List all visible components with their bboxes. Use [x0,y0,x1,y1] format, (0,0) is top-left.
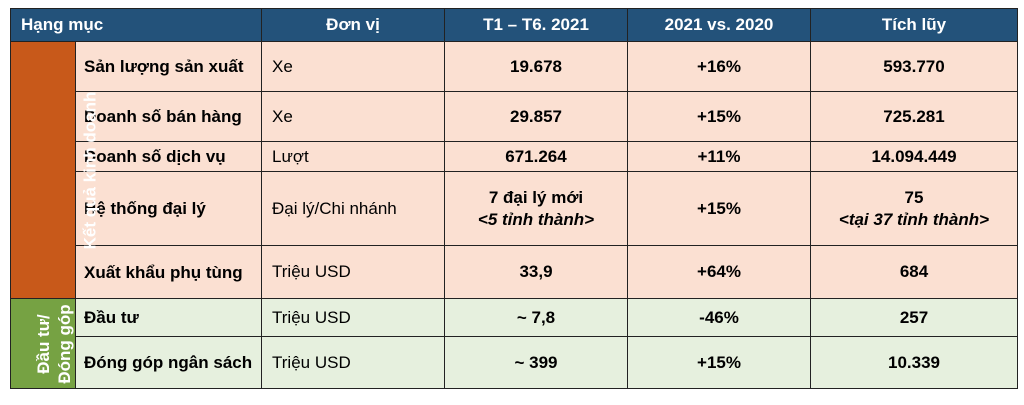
table-row: Doanh số dịch vụ Lượt 671.264 +11% 14.09… [11,141,1018,172]
row-compare: -46% [627,298,811,337]
group-business: Kết quả kinh doanh [10,41,99,299]
row-period: 7 đại lý mới [488,187,584,207]
header-unit: Đơn vị [261,8,445,42]
row-period-cell: 7 đại lý mới <5 tỉnh thành> [444,171,628,246]
row-period: 19.678 [444,41,628,92]
header-row: Hạng mục Đơn vị T1 – T6. 2021 2021 vs. 2… [10,8,1018,42]
row-unit: Xe [261,41,445,92]
row-compare: +11% [627,141,811,172]
row-unit: Triệu USD [261,298,445,337]
group-investment: Đầu tư/ Đóng góp [10,298,76,389]
row-cumulative-note: <tại 37 tỉnh thành> [838,209,990,229]
row-compare: +15% [627,171,811,246]
table-row: Xuất khẩu phụ tùng Triệu USD 33,9 +64% 6… [11,245,1018,299]
row-item: Đóng góp ngân sách [75,336,262,389]
row-period: ~ 399 [444,336,628,389]
row-cumulative: 684 [810,245,1018,299]
table-row: Đầu tư/ Đóng góp Đầu tư Triệu USD ~ 7,8 … [10,298,1018,389]
row-unit: Đại lý/Chi nhánh [261,171,445,246]
header-compare: 2021 vs. 2020 [627,8,811,42]
header-period: T1 – T6. 2021 [444,8,628,42]
row-period: ~ 7,8 [444,298,628,337]
row-item: Xuất khẩu phụ tùng [75,245,262,299]
row-cumulative: 75 [904,187,924,207]
table-row: Hệ thống đại lý Đại lý/Chi nhánh 7 đại l… [11,171,1018,246]
table-row: Doanh số bán hàng Xe 29.857 +15% 725.281 [11,91,1018,142]
row-cumulative-cell: 75 <tại 37 tỉnh thành> [810,171,1018,246]
row-compare: +15% [627,336,811,389]
row-compare: +16% [627,41,811,92]
row-cumulative: 593.770 [810,41,1018,92]
row-period: 29.857 [444,91,628,142]
group-business-label: Kết quả kinh doanh [80,91,100,249]
group-investment-label: Đầu tư/ Đóng góp [34,303,74,384]
row-item: Doanh số bán hàng [75,91,262,142]
row-item: Hệ thống đại lý [75,171,262,246]
row-item: Sản lượng sản xuất [75,41,262,92]
row-cumulative: 725.281 [810,91,1018,142]
header-category: Hạng mục [10,8,262,42]
row-cumulative: 14.094.449 [810,141,1018,172]
row-item: Doanh số dịch vụ [75,141,262,172]
row-cumulative: 10.339 [810,336,1018,389]
row-unit: Lượt [261,141,445,172]
table-row: Đóng góp ngân sách Triệu USD ~ 399 +15% … [11,336,1018,389]
row-compare: +64% [627,245,811,299]
row-unit: Triệu USD [261,245,445,299]
header-cumulative: Tích lũy [810,8,1018,42]
row-period-note: <5 tỉnh thành> [477,209,595,229]
table-row: Kết quả kinh doanh Sản lượng sản xuất Xe… [10,41,1018,299]
row-unit: Xe [261,91,445,142]
row-cumulative: 257 [810,298,1018,337]
results-table: Hạng mục Đơn vị T1 – T6. 2021 2021 vs. 2… [10,8,1018,389]
row-item: Đầu tư [75,298,262,337]
row-period: 671.264 [444,141,628,172]
row-period: 33,9 [444,245,628,299]
row-compare: +15% [627,91,811,142]
row-unit: Triệu USD [261,336,445,389]
